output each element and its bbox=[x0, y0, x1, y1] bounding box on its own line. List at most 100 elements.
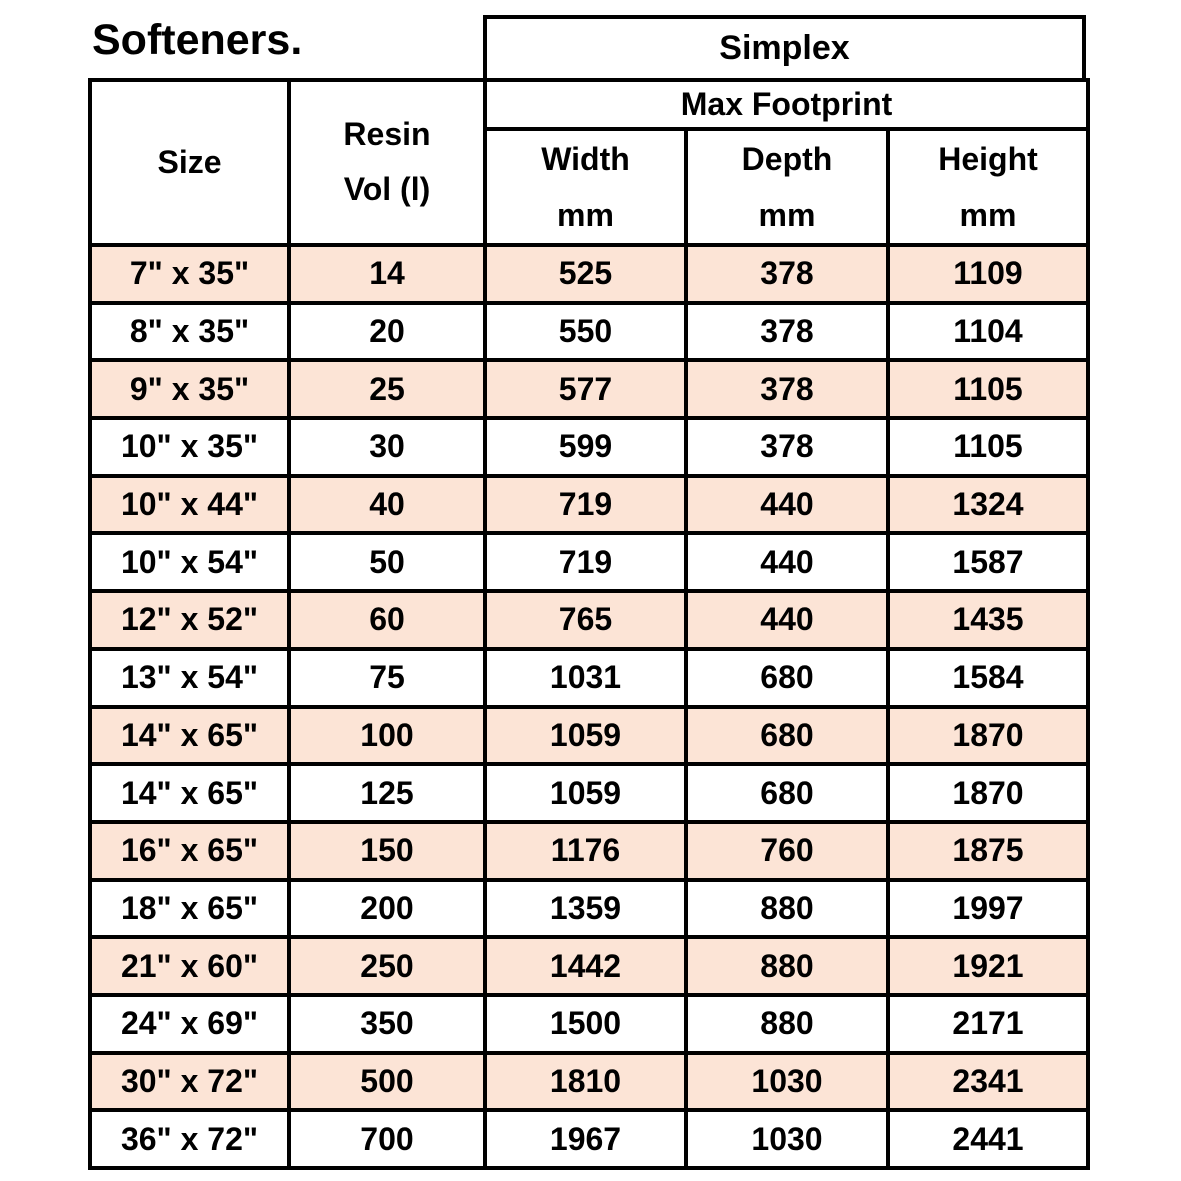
resin-cell: 500 bbox=[287, 1050, 487, 1113]
resin-cell: 350 bbox=[287, 992, 487, 1055]
depth-cell: 1030 bbox=[684, 1108, 890, 1170]
table-row: 18" x 65" 200 1359 880 1997 bbox=[88, 877, 1090, 940]
table-row: 7" x 35" 14 525 378 1109 bbox=[88, 243, 1090, 305]
depth-cell: 440 bbox=[684, 589, 890, 651]
depth-cell: 1030 bbox=[684, 1050, 890, 1113]
depth-cell: 680 bbox=[684, 704, 890, 767]
height-cell: 2341 bbox=[886, 1050, 1090, 1113]
simplex-header-label: Simplex bbox=[719, 29, 850, 67]
size-cell: 7" x 35" bbox=[88, 243, 291, 305]
size-cell: 8" x 35" bbox=[88, 300, 291, 363]
resin-column-header: Resin Vol (l) bbox=[287, 78, 487, 247]
max-footprint-label: Max Footprint bbox=[680, 86, 893, 122]
width-cell: 577 bbox=[483, 358, 688, 421]
resin-cell: 250 bbox=[287, 935, 487, 997]
width-cell: 1967 bbox=[483, 1108, 688, 1170]
height-cell: 2171 bbox=[886, 992, 1090, 1055]
depth-cell: 378 bbox=[684, 243, 890, 305]
size-column-header: Size bbox=[88, 78, 291, 247]
size-cell: 36" x 72" bbox=[88, 1108, 291, 1170]
resin-cell: 60 bbox=[287, 589, 487, 651]
depth-cell: 760 bbox=[684, 819, 890, 882]
resin-cell: 20 bbox=[287, 300, 487, 363]
width-cell: 550 bbox=[483, 300, 688, 363]
table-row: 24" x 69" 350 1500 880 2171 bbox=[88, 992, 1090, 1055]
width-cell: 1059 bbox=[483, 704, 688, 767]
height-cell: 1870 bbox=[886, 704, 1090, 767]
width-cell: 1442 bbox=[483, 935, 688, 997]
height-column-label: Height bbox=[938, 140, 1038, 177]
table-row: 12" x 52" 60 765 440 1435 bbox=[88, 589, 1090, 651]
height-cell: 1435 bbox=[886, 589, 1090, 651]
size-cell: 10" x 54" bbox=[88, 531, 291, 594]
table-row: 10" x 54" 50 719 440 1587 bbox=[88, 531, 1090, 594]
table-row: 10" x 35" 30 599 378 1105 bbox=[88, 416, 1090, 478]
resin-cell: 25 bbox=[287, 358, 487, 421]
table-row: 14" x 65" 125 1059 680 1870 bbox=[88, 762, 1090, 824]
table-row: 21" x 60" 250 1442 880 1921 bbox=[88, 935, 1090, 997]
table-row: 30" x 72" 500 1810 1030 2341 bbox=[88, 1050, 1090, 1113]
height-cell: 1109 bbox=[886, 243, 1090, 305]
max-footprint-header: Max Footprint bbox=[483, 78, 1090, 131]
size-cell: 16" x 65" bbox=[88, 819, 291, 882]
size-cell: 13" x 54" bbox=[88, 646, 291, 709]
size-cell: 12" x 52" bbox=[88, 589, 291, 651]
width-cell: 525 bbox=[483, 243, 688, 305]
width-column-header: Width mm bbox=[483, 127, 688, 247]
size-cell: 30" x 72" bbox=[88, 1050, 291, 1113]
depth-cell: 378 bbox=[684, 300, 890, 363]
table-header: Size Resin Vol (l) Max Footprint Width m… bbox=[88, 78, 1090, 247]
width-cell: 719 bbox=[483, 531, 688, 594]
depth-cell: 680 bbox=[684, 762, 890, 824]
size-cell: 14" x 65" bbox=[88, 704, 291, 767]
table-row: 13" x 54" 75 1031 680 1584 bbox=[88, 646, 1090, 709]
table-row: 14" x 65" 100 1059 680 1870 bbox=[88, 704, 1090, 767]
softener-spec-table: Size Resin Vol (l) Max Footprint Width m… bbox=[88, 78, 1090, 1170]
table-row: 9" x 35" 25 577 378 1105 bbox=[88, 358, 1090, 421]
table-row: 16" x 65" 150 1176 760 1875 bbox=[88, 819, 1090, 882]
table-body: 7" x 35" 14 525 378 1109 8" x 35" 20 550… bbox=[88, 243, 1090, 1170]
size-cell: 14" x 65" bbox=[88, 762, 291, 824]
height-column-header: Height mm bbox=[886, 127, 1090, 247]
size-cell: 21" x 60" bbox=[88, 935, 291, 997]
resin-cell: 40 bbox=[287, 473, 487, 536]
size-cell: 10" x 35" bbox=[88, 416, 291, 478]
depth-column-label: Depth bbox=[741, 140, 833, 177]
width-cell: 765 bbox=[483, 589, 688, 651]
depth-cell: 880 bbox=[684, 935, 890, 997]
height-cell: 1584 bbox=[886, 646, 1090, 709]
width-cell: 1176 bbox=[483, 819, 688, 882]
width-cell: 1031 bbox=[483, 646, 688, 709]
depth-cell: 440 bbox=[684, 531, 890, 594]
resin-unit-label: Vol (l) bbox=[343, 170, 431, 207]
height-cell: 1105 bbox=[886, 358, 1090, 421]
size-cell: 18" x 65" bbox=[88, 877, 291, 940]
resin-cell: 200 bbox=[287, 877, 487, 940]
simplex-header: Simplex bbox=[483, 15, 1086, 78]
width-cell: 1810 bbox=[483, 1050, 688, 1113]
resin-cell: 14 bbox=[287, 243, 487, 305]
depth-cell: 880 bbox=[684, 877, 890, 940]
width-unit-label: mm bbox=[557, 196, 614, 233]
height-unit-label: mm bbox=[959, 196, 1017, 233]
height-cell: 1105 bbox=[886, 416, 1090, 478]
depth-cell: 680 bbox=[684, 646, 890, 709]
width-cell: 1500 bbox=[483, 992, 688, 1055]
depth-cell: 440 bbox=[684, 473, 890, 536]
depth-cell: 378 bbox=[684, 358, 890, 421]
resin-cell: 150 bbox=[287, 819, 487, 882]
height-cell: 1875 bbox=[886, 819, 1090, 882]
depth-column-header: Depth mm bbox=[684, 127, 890, 247]
height-cell: 1587 bbox=[886, 531, 1090, 594]
width-column-label: Width bbox=[541, 140, 630, 177]
size-cell: 9" x 35" bbox=[88, 358, 291, 421]
table-row: 10" x 44" 40 719 440 1324 bbox=[88, 473, 1090, 536]
height-cell: 1324 bbox=[886, 473, 1090, 536]
resin-cell: 100 bbox=[287, 704, 487, 767]
depth-cell: 880 bbox=[684, 992, 890, 1055]
depth-unit-label: mm bbox=[758, 196, 816, 233]
table-row: 36" x 72" 700 1967 1030 2441 bbox=[88, 1108, 1090, 1170]
height-cell: 1997 bbox=[886, 877, 1090, 940]
height-cell: 2441 bbox=[886, 1108, 1090, 1170]
